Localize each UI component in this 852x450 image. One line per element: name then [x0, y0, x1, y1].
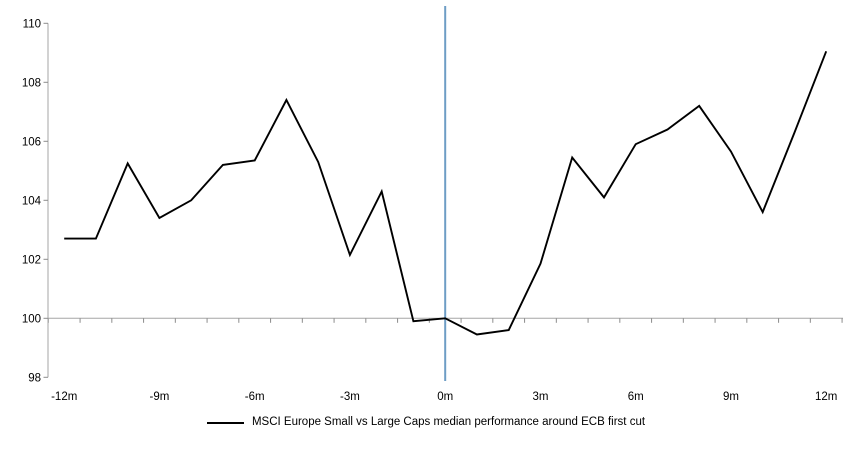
legend-line-swatch — [206, 421, 244, 424]
y-tick-label: 100 — [22, 313, 41, 325]
legend-label: MSCI Europe Small vs Large Caps median p… — [251, 416, 646, 428]
x-tick-label: 3m — [532, 391, 548, 403]
y-tick-label: 104 — [22, 195, 42, 207]
legend: MSCI Europe Small vs Large Caps median p… — [0, 416, 852, 429]
x-tick-label: -6m — [245, 391, 265, 403]
x-tick-label: -12m — [51, 391, 77, 403]
series-line — [64, 50, 828, 336]
x-tick-label: -3m — [340, 391, 360, 403]
x-tick-label: 0m — [437, 391, 453, 403]
y-tick-label: 110 — [23, 18, 41, 30]
y-tick-label: 108 — [22, 77, 41, 89]
x-tick-label: 6m — [628, 391, 644, 403]
y-tick-label: 102 — [22, 254, 41, 266]
x-tick-label: -9m — [150, 391, 170, 403]
x-tick-label: 9m — [723, 391, 739, 403]
x-tick-label: 12m — [815, 391, 837, 403]
y-tick-label: 106 — [22, 136, 41, 148]
y-tick-label: 98 — [28, 372, 41, 384]
